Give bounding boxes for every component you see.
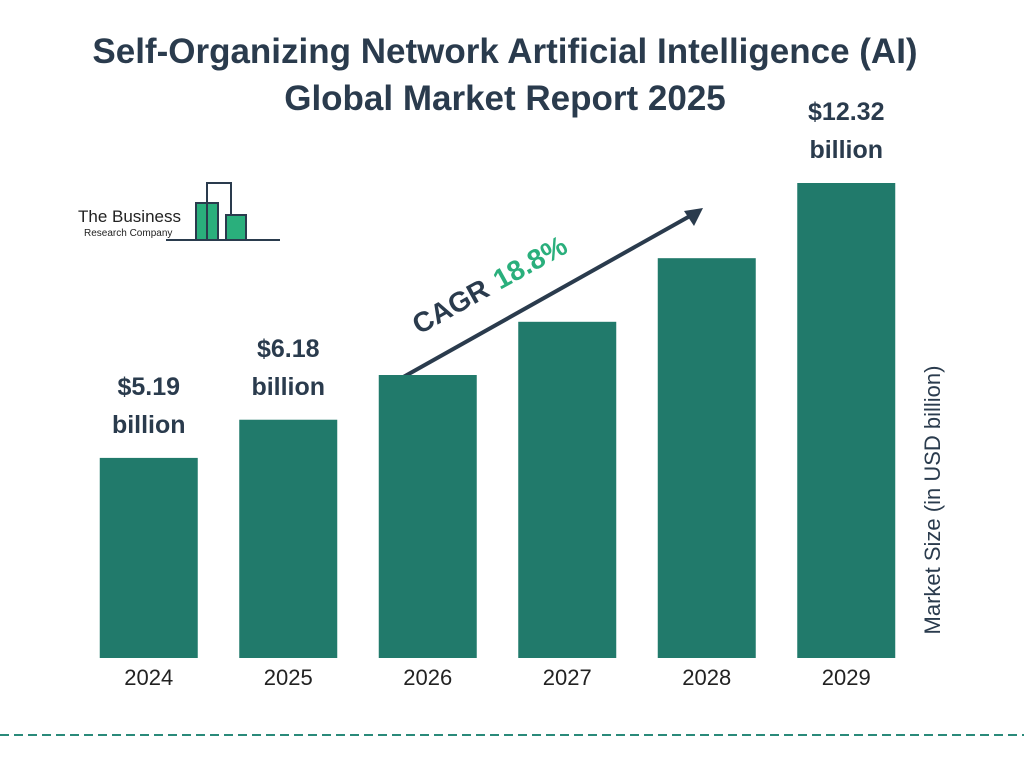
logo-icon	[166, 182, 280, 241]
bar	[797, 183, 896, 658]
cagr-arrowhead	[684, 208, 703, 226]
bar	[239, 419, 338, 658]
x-tick-label: 2028	[682, 665, 732, 690]
logo-subtext: Research Company	[84, 228, 172, 239]
bar	[99, 457, 198, 658]
cagr-arrow	[397, 214, 691, 382]
x-tick-label: 2026	[403, 665, 453, 690]
bar	[518, 321, 617, 658]
cagr-label: CAGR	[407, 273, 494, 340]
value-label: $6.18 billion	[251, 334, 326, 401]
cagr-value: 18.8%	[488, 230, 573, 296]
x-tick-label: 2025	[263, 665, 313, 690]
x-tick-label: 2029	[821, 665, 871, 690]
x-tick-label: 2024	[124, 665, 174, 690]
bar	[657, 258, 756, 658]
logo-text: The Business	[78, 207, 181, 226]
value-label: $12.32 billion	[808, 98, 885, 164]
bar	[378, 375, 477, 658]
value-label: $5.19 billion	[111, 372, 186, 439]
chart-title: Self-Organizing Network Artificial Intel…	[92, 32, 918, 118]
y-axis-label: Market Size (in USD billion)	[920, 366, 945, 635]
x-tick-label: 2027	[542, 665, 592, 690]
